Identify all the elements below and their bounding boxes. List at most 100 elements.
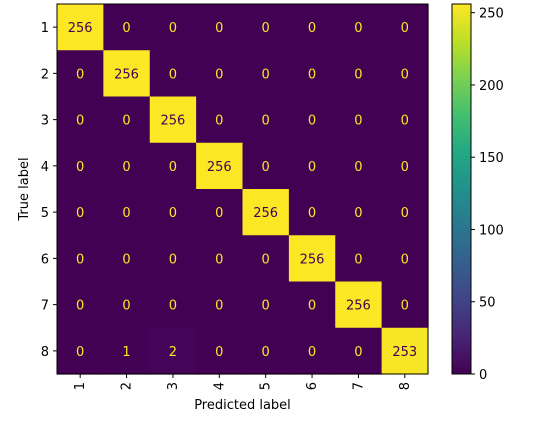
cell-value-r3-c2: 0 bbox=[122, 114, 130, 129]
heatmap-cell-r7-c4 bbox=[196, 281, 244, 329]
cell-value-r8-c2: 1 bbox=[122, 345, 130, 360]
cell-value-r7-c7: 256 bbox=[346, 299, 371, 314]
cell-value-r3-c6: 0 bbox=[308, 114, 316, 129]
cell-value-r2-c8: 0 bbox=[401, 67, 409, 82]
heatmap-cell-r6-c8 bbox=[381, 235, 429, 283]
heatmap-cell-r4-c3 bbox=[149, 142, 197, 190]
cell-value-r3-c4: 0 bbox=[215, 114, 223, 129]
heatmap-cell-r8-c3 bbox=[149, 327, 197, 375]
cell-value-r2-c3: 0 bbox=[169, 67, 177, 82]
y-tick-label-8: 8 bbox=[41, 345, 49, 360]
heatmap-cell-r7-c2 bbox=[103, 281, 151, 329]
cell-value-r3-c3: 256 bbox=[161, 114, 186, 129]
cell-value-r6-c5: 0 bbox=[262, 252, 270, 267]
heatmap-cell-r8-c8 bbox=[381, 327, 429, 375]
cell-value-r1-c3: 0 bbox=[169, 21, 177, 36]
colorbar-tick-label-50: 50 bbox=[479, 296, 496, 311]
heatmap-cell-r1-c4 bbox=[196, 4, 244, 51]
cell-value-r6-c6: 256 bbox=[300, 252, 325, 267]
cell-value-r8-c8: 253 bbox=[392, 345, 417, 360]
cell-value-r5-c3: 0 bbox=[169, 206, 177, 221]
heatmap-cell-r1-c3 bbox=[149, 4, 197, 51]
cell-value-r5-c4: 0 bbox=[215, 206, 223, 221]
cell-value-r5-c5: 256 bbox=[253, 206, 278, 221]
heatmap-cell-r3-c7 bbox=[335, 96, 383, 144]
heatmap-cell-r7-c5 bbox=[242, 281, 290, 329]
colorbar-tick-label-100: 100 bbox=[479, 223, 504, 238]
heatmap-cell-r1-c7 bbox=[335, 4, 383, 51]
heatmap-cell-r3-c2 bbox=[103, 96, 151, 144]
cell-value-r7-c2: 0 bbox=[122, 299, 130, 314]
heatmap-cell-r4-c5 bbox=[242, 142, 290, 190]
cell-value-r6-c7: 0 bbox=[354, 252, 362, 267]
heatmap-cell-r4-c7 bbox=[335, 142, 383, 190]
heatmap-cell-r2-c3 bbox=[149, 50, 197, 98]
cell-value-r3-c7: 0 bbox=[354, 114, 362, 129]
colorbar-tick-label-0: 0 bbox=[479, 368, 487, 383]
cell-value-r2-c1: 0 bbox=[76, 67, 84, 82]
cell-value-r1-c6: 0 bbox=[308, 21, 316, 36]
cell-value-r6-c3: 0 bbox=[169, 252, 177, 267]
cell-value-r8-c5: 0 bbox=[262, 345, 270, 360]
heatmap-cell-r1-c6 bbox=[288, 4, 336, 51]
cell-value-r3-c8: 0 bbox=[401, 114, 409, 129]
heatmap-cell-r5-c3 bbox=[149, 189, 197, 236]
heatmap-cell-r6-c2 bbox=[103, 235, 151, 283]
cell-value-r7-c1: 0 bbox=[76, 299, 84, 314]
heatmap-cell-r5-c7 bbox=[335, 189, 383, 236]
cell-value-r1-c8: 0 bbox=[401, 21, 409, 36]
heatmap-cell-r5-c8 bbox=[381, 189, 429, 236]
cell-value-r8-c7: 0 bbox=[354, 345, 362, 360]
y-tick-label-3: 3 bbox=[41, 114, 49, 129]
cell-value-r5-c6: 0 bbox=[308, 206, 316, 221]
y-tick-label-2: 2 bbox=[41, 67, 49, 82]
heatmap-cell-r2-c5 bbox=[242, 50, 290, 98]
heatmap-cell-r6-c7 bbox=[335, 235, 383, 283]
heatmap-cell-r8-c5 bbox=[242, 327, 290, 375]
cell-value-r4-c7: 0 bbox=[354, 160, 362, 175]
heatmap-cell-r1-c5 bbox=[242, 4, 290, 51]
heatmap-cell-r7-c7 bbox=[335, 281, 383, 329]
heatmap-cell-r2-c6 bbox=[288, 50, 336, 98]
heatmap-cell-r7-c8 bbox=[381, 281, 429, 329]
cell-value-r8-c4: 0 bbox=[215, 345, 223, 360]
cell-value-r3-c5: 0 bbox=[262, 114, 270, 129]
x-axis-title: Predicted label bbox=[194, 398, 291, 413]
heatmap-cell-r6-c4 bbox=[196, 235, 244, 283]
cell-value-r6-c4: 0 bbox=[215, 252, 223, 267]
cell-value-r8-c3: 2 bbox=[169, 345, 177, 360]
x-tick-label-3: 3 bbox=[166, 382, 181, 390]
colorbar-tick-label-250: 250 bbox=[479, 7, 504, 22]
heatmap-cell-r6-c6 bbox=[288, 235, 336, 283]
cell-value-r5-c7: 0 bbox=[354, 206, 362, 221]
cell-value-r4-c3: 0 bbox=[169, 160, 177, 175]
cell-value-r2-c7: 0 bbox=[354, 67, 362, 82]
heatmap-cell-r3-c4 bbox=[196, 96, 244, 144]
cell-value-r7-c5: 0 bbox=[262, 299, 270, 314]
heatmap-cell-r4-c6 bbox=[288, 142, 336, 190]
cell-value-r7-c6: 0 bbox=[308, 299, 316, 314]
heatmap-cell-r6-c5 bbox=[242, 235, 290, 283]
cell-value-r7-c3: 0 bbox=[169, 299, 177, 314]
heatmap-cell-r3-c5 bbox=[242, 96, 290, 144]
heatmap-cell-r7-c1 bbox=[57, 281, 104, 329]
heatmap-cell-r6-c3 bbox=[149, 235, 197, 283]
cell-value-r8-c1: 0 bbox=[76, 345, 84, 360]
x-tick-label-8: 8 bbox=[398, 382, 413, 390]
heatmap-cell-r8-c7 bbox=[335, 327, 383, 375]
heatmap-cell-r8-c2 bbox=[103, 327, 151, 375]
heatmap-cell-r4-c2 bbox=[103, 142, 151, 190]
colorbar-ticks: 0 50 100 150 200 250 bbox=[471, 7, 504, 383]
colorbar bbox=[451, 3, 472, 375]
heatmap-cell-r2-c8 bbox=[381, 50, 429, 98]
cell-value-r5-c1: 0 bbox=[76, 206, 84, 221]
heatmap-cell-r1-c1 bbox=[57, 4, 104, 51]
heatmap-cell-r5-c2 bbox=[103, 189, 151, 236]
cell-value-r6-c8: 0 bbox=[401, 252, 409, 267]
heatmap-cell-r4-c4 bbox=[196, 142, 244, 190]
x-tick-label-4: 4 bbox=[212, 382, 227, 390]
x-axis: 1 2 3 4 5 6 7 8 bbox=[73, 374, 413, 390]
y-axis-title: True label bbox=[17, 157, 32, 221]
cell-value-labels: 256 0 0 0 0 0 0 0 0 256 0 0 0 0 0 0 0 0 256 0 0 0 0 0 0 0 0 256 0 0 0 0… bbox=[68, 21, 417, 360]
cell-value-r1-c1: 256 bbox=[68, 21, 93, 36]
